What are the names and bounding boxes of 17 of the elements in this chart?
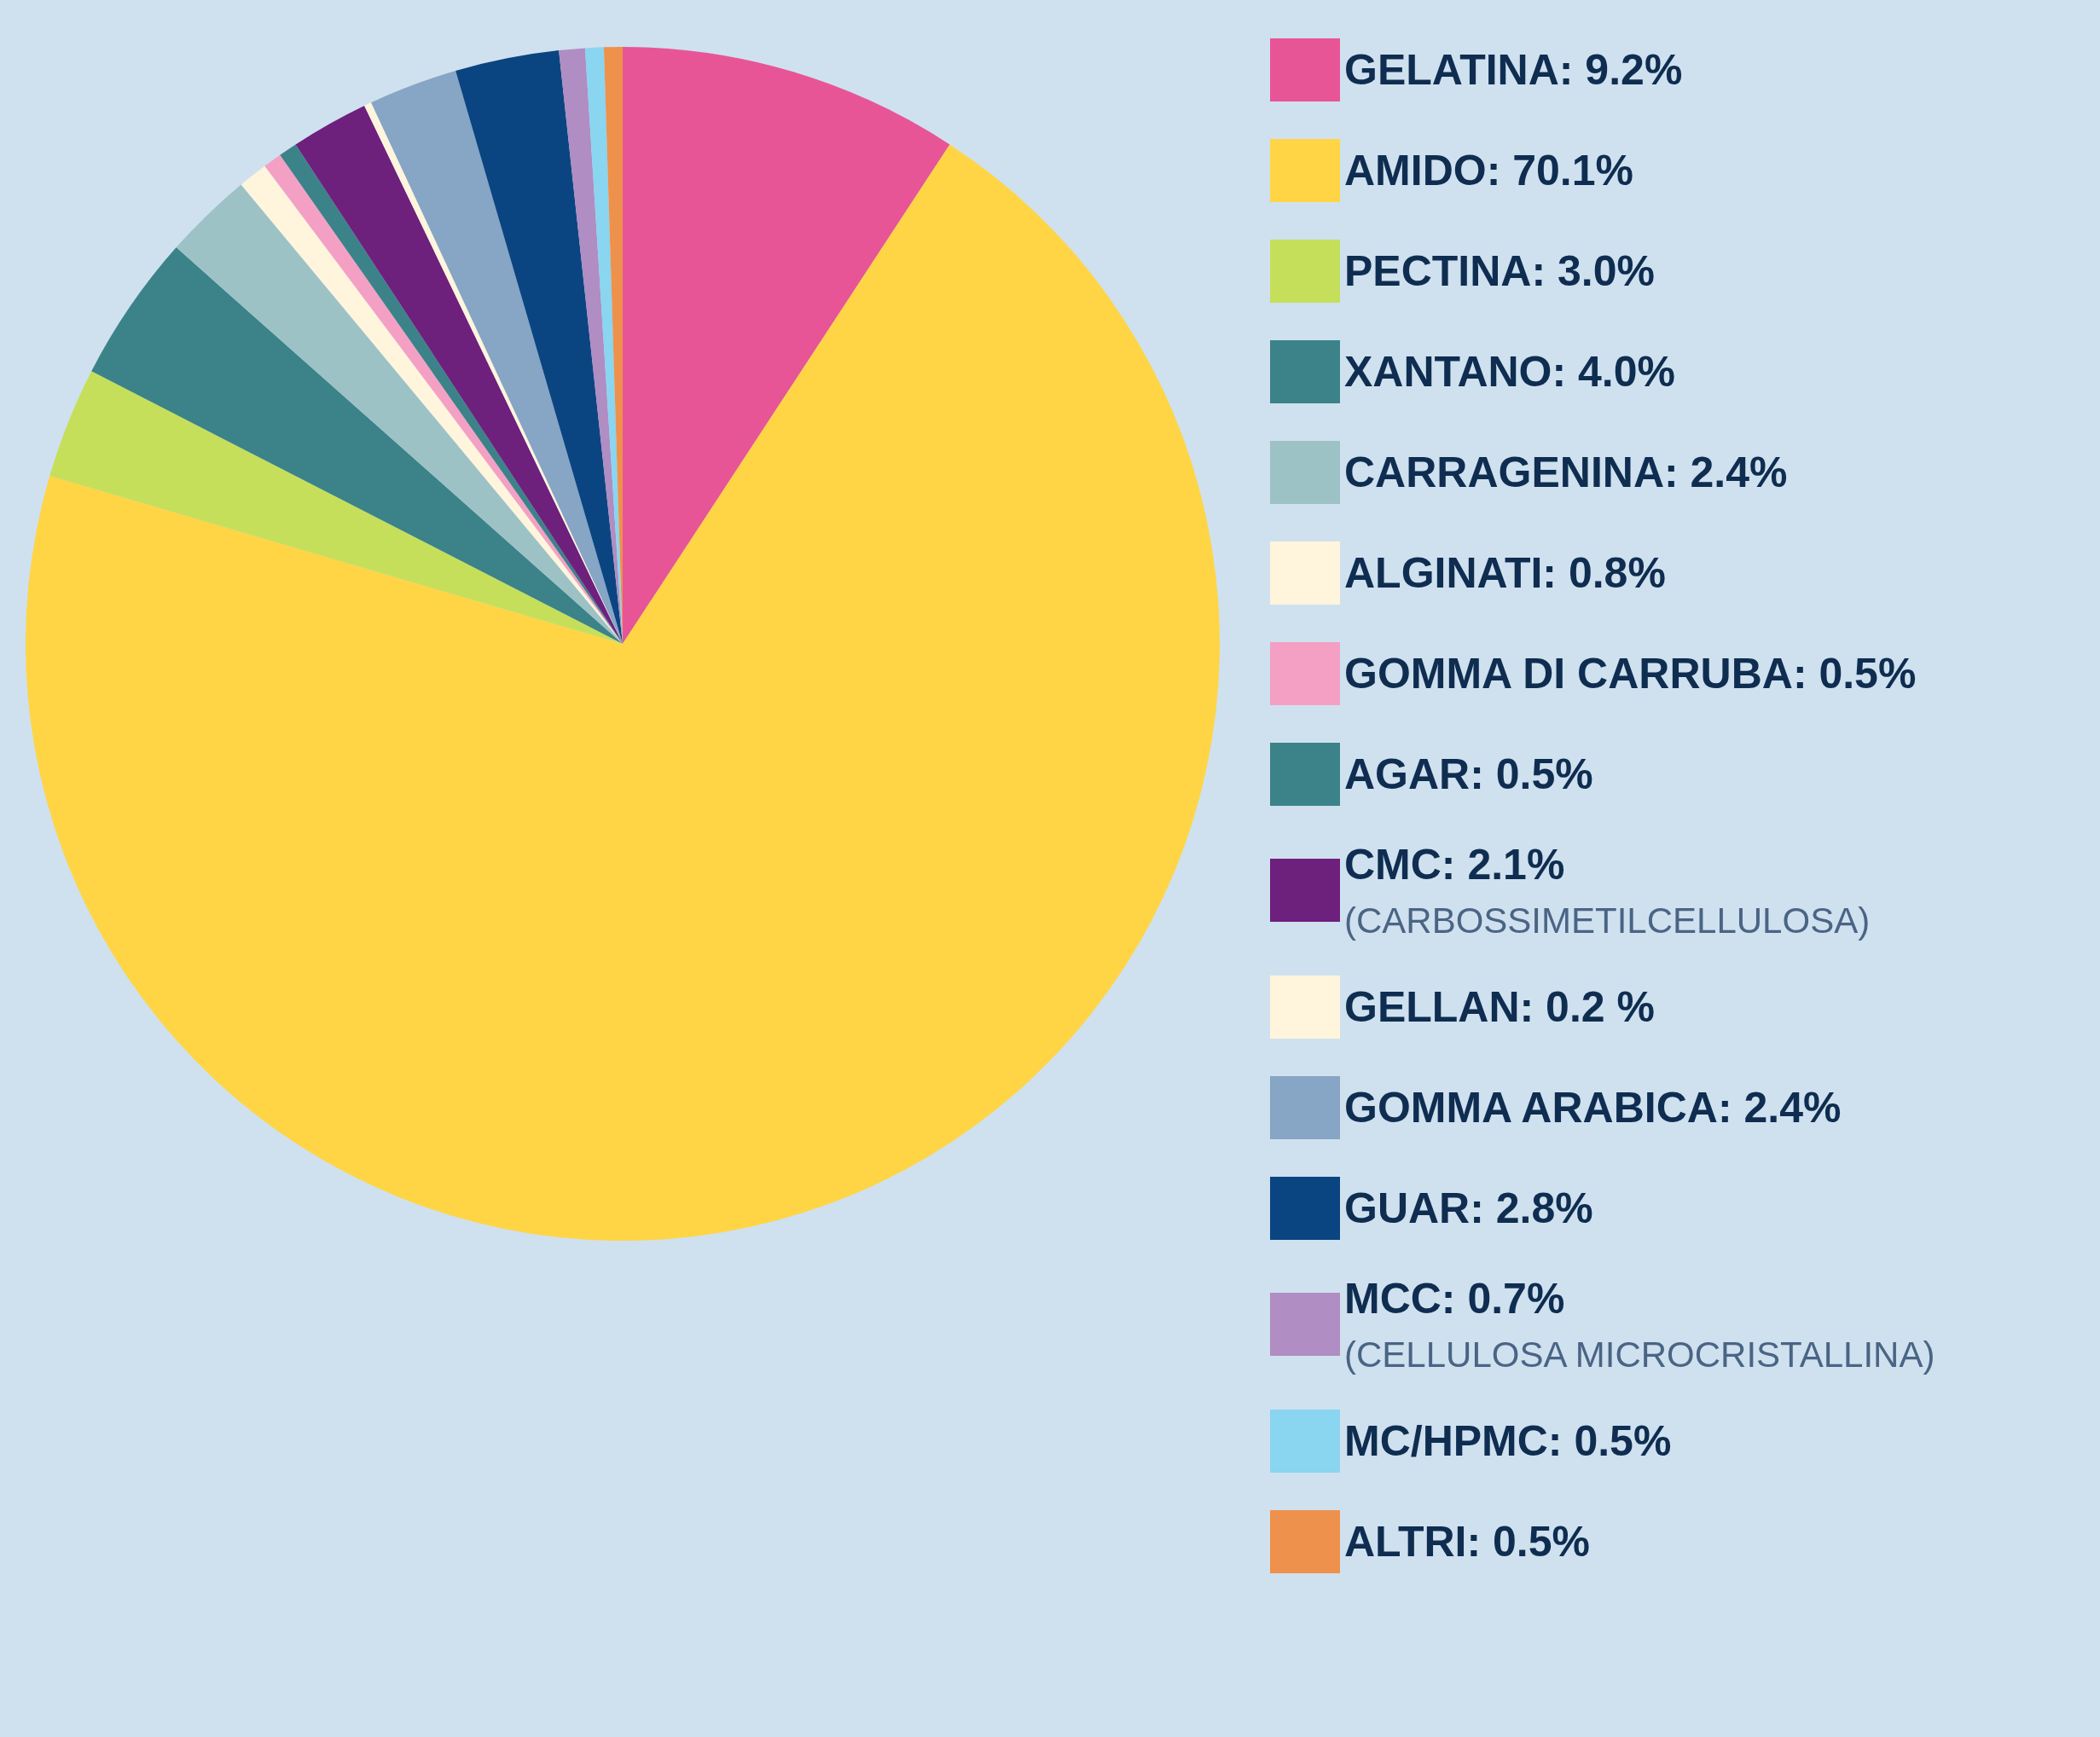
legend-label: GELLAN: 0.2 % [1344, 983, 1655, 1031]
legend-label: AGAR: 0.5% [1344, 750, 1593, 798]
legend-label: PECTINA: 3.0% [1344, 247, 1655, 295]
text: (CARBOSSIMETILCELLULOSA) [1344, 900, 1871, 941]
legend-label: CARRAGENINA: 2.4% [1344, 449, 1788, 496]
text: (CELLULOSA MICROCRISTALLINA) [1344, 1334, 1935, 1375]
legend-label: ALTRI: 0.5% [1344, 1518, 1590, 1566]
legend-label: CMC: 2.1% [1344, 841, 1565, 889]
legend-label: MC/HPMC: 0.5% [1344, 1417, 1672, 1465]
legend-label: AMIDO: 70.1% [1344, 147, 1633, 194]
legend-label: MCC: 0.7% [1344, 1275, 1565, 1323]
legend-label: GELATINA: 9.2% [1344, 46, 1683, 94]
legend-label: XANTANO: 4.0% [1344, 348, 1676, 396]
legend-label: GUAR: 2.8% [1344, 1184, 1593, 1232]
legend-label: GOMMA ARABICA: 2.4% [1344, 1084, 1842, 1132]
legend-label: GOMMA DI CARRUBA: 0.5% [1344, 650, 1917, 698]
legend-label: ALGINATI: 0.8% [1344, 549, 1666, 597]
